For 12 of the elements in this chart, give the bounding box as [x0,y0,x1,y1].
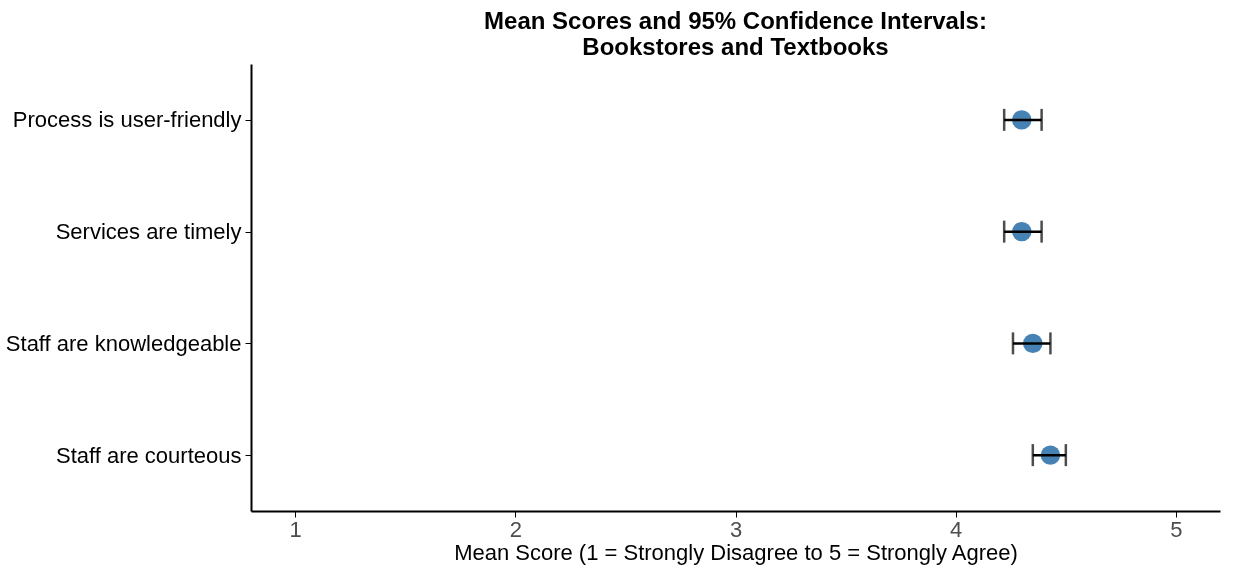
x-tick-label: 3 [729,516,743,542]
text: Mean Scores and 95% Confidence Intervals: [484,7,987,34]
x-tick-label: 2 [509,516,522,542]
y-tick-label: Process is user-friendly [12,107,242,133]
x-axis-title: Mean Score (1 = Strongly Disagree to 5 = Strongly Agree) [454,539,1018,565]
x-tick-label: 4 [950,516,963,542]
y-tick-label: Staff are courteous [56,442,242,468]
x-tick-label: 5 [1170,516,1183,542]
text: Bookstores and Textbooks [582,33,889,60]
y-tick-label: Staff are knowledgeable [5,330,242,356]
y-tick-label: Services are timely [55,219,242,245]
x-tick-label: 1 [289,516,302,542]
